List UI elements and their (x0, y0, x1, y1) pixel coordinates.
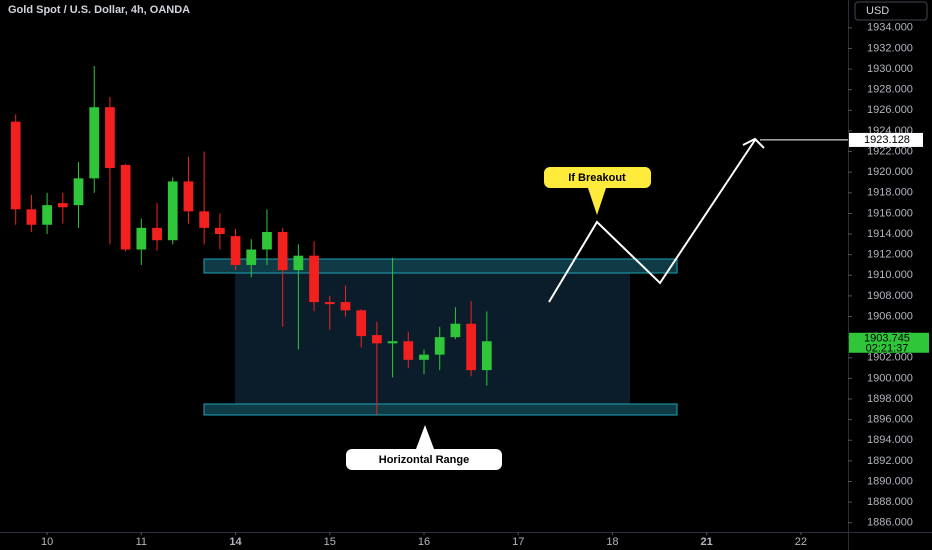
candle-body (277, 231, 288, 271)
candle-body (481, 341, 492, 371)
y-tick-label: 1886.000 (867, 517, 913, 529)
candle-body (120, 164, 131, 250)
y-tick-label: 1926.000 (867, 104, 913, 116)
y-tick-label: 1910.000 (867, 269, 913, 281)
candle-body (26, 209, 37, 225)
x-tick-label: 21 (701, 536, 713, 548)
y-tick-label: 1916.000 (867, 207, 913, 219)
y-tick-label: 1892.000 (867, 455, 913, 467)
candle-body (403, 341, 414, 360)
candle-body (262, 231, 272, 250)
range-area (235, 273, 630, 404)
target-price-box (849, 132, 923, 147)
candle-body (73, 178, 84, 206)
y-tick-label: 1908.000 (867, 290, 913, 302)
breakout-callout (544, 167, 651, 215)
y-tick-label: 1900.000 (867, 372, 913, 384)
target-price-label: 1923.128 (864, 134, 910, 146)
x-tick-label: 22 (795, 536, 807, 548)
last-price-label: 1903.745 (864, 333, 910, 345)
range-label: Horizontal Range (379, 454, 469, 466)
x-tick-label: 17 (512, 536, 524, 548)
y-tick-label: 1932.000 (867, 42, 913, 54)
candle-body (434, 337, 445, 355)
candle-body (42, 205, 52, 225)
y-tick-label: 1888.000 (867, 496, 913, 508)
candle-body (419, 354, 429, 360)
y-tick-label: 1934.000 (867, 22, 913, 34)
y-tick-label: 1920.000 (867, 166, 913, 178)
y-tick-label: 1890.000 (867, 475, 913, 487)
y-tick-label: 1912.000 (867, 249, 913, 261)
y-tick-label: 1930.000 (867, 63, 913, 75)
candle-body (230, 236, 241, 265)
y-tick-label: 1918.000 (867, 187, 913, 199)
candle-body (246, 249, 257, 265)
chart-title: Gold Spot / U.S. Dollar, 4h, OANDA (8, 4, 190, 16)
currency-label[interactable]: USD (866, 5, 889, 17)
range-top (203, 258, 678, 274)
candle-body (57, 203, 68, 208)
candle-body (372, 335, 382, 344)
y-tick-label: 1894.000 (867, 434, 913, 446)
breakout-label: If Breakout (568, 172, 626, 184)
y-tick-label: 1914.000 (867, 228, 913, 240)
candle-body (89, 107, 100, 179)
candle-body (466, 323, 476, 371)
candle-body (10, 121, 21, 210)
projection-path (548, 139, 756, 303)
x-tick-label: 11 (136, 536, 147, 548)
candle-body (167, 181, 178, 241)
candle-body (309, 255, 319, 303)
candle-body (387, 341, 398, 344)
x-tick-label: 10 (41, 536, 53, 548)
x-tick-label: 14 (229, 536, 242, 548)
x-tick-label: 15 (324, 536, 336, 548)
arrow-head (742, 137, 765, 149)
y-tick-label: 1906.000 (867, 310, 913, 322)
candle-body (293, 255, 304, 271)
candle-body (105, 107, 115, 169)
candle-body (340, 302, 351, 311)
candle-body (152, 227, 162, 241)
x-tick-label: 18 (606, 536, 618, 548)
y-tick-label: 1928.000 (867, 84, 913, 96)
countdown-label: 02:21:37 (866, 343, 909, 355)
candle-body (136, 227, 147, 250)
y-tick-label: 1896.000 (867, 414, 913, 426)
y-tick-label: 1922.000 (867, 145, 913, 157)
candle-body (324, 302, 335, 305)
candle-body (183, 181, 194, 212)
candle-body (450, 323, 461, 338)
candle-body (214, 227, 225, 235)
range-callout (346, 425, 502, 470)
y-tick-label: 1902.000 (867, 352, 913, 364)
candle-body (356, 310, 367, 337)
last-price-box (849, 332, 929, 353)
candle-body (199, 211, 210, 228)
x-tick-label: 16 (418, 536, 430, 548)
y-tick-label: 1898.000 (867, 393, 913, 405)
range-bottom (203, 403, 678, 416)
currency-button[interactable] (854, 1, 928, 21)
